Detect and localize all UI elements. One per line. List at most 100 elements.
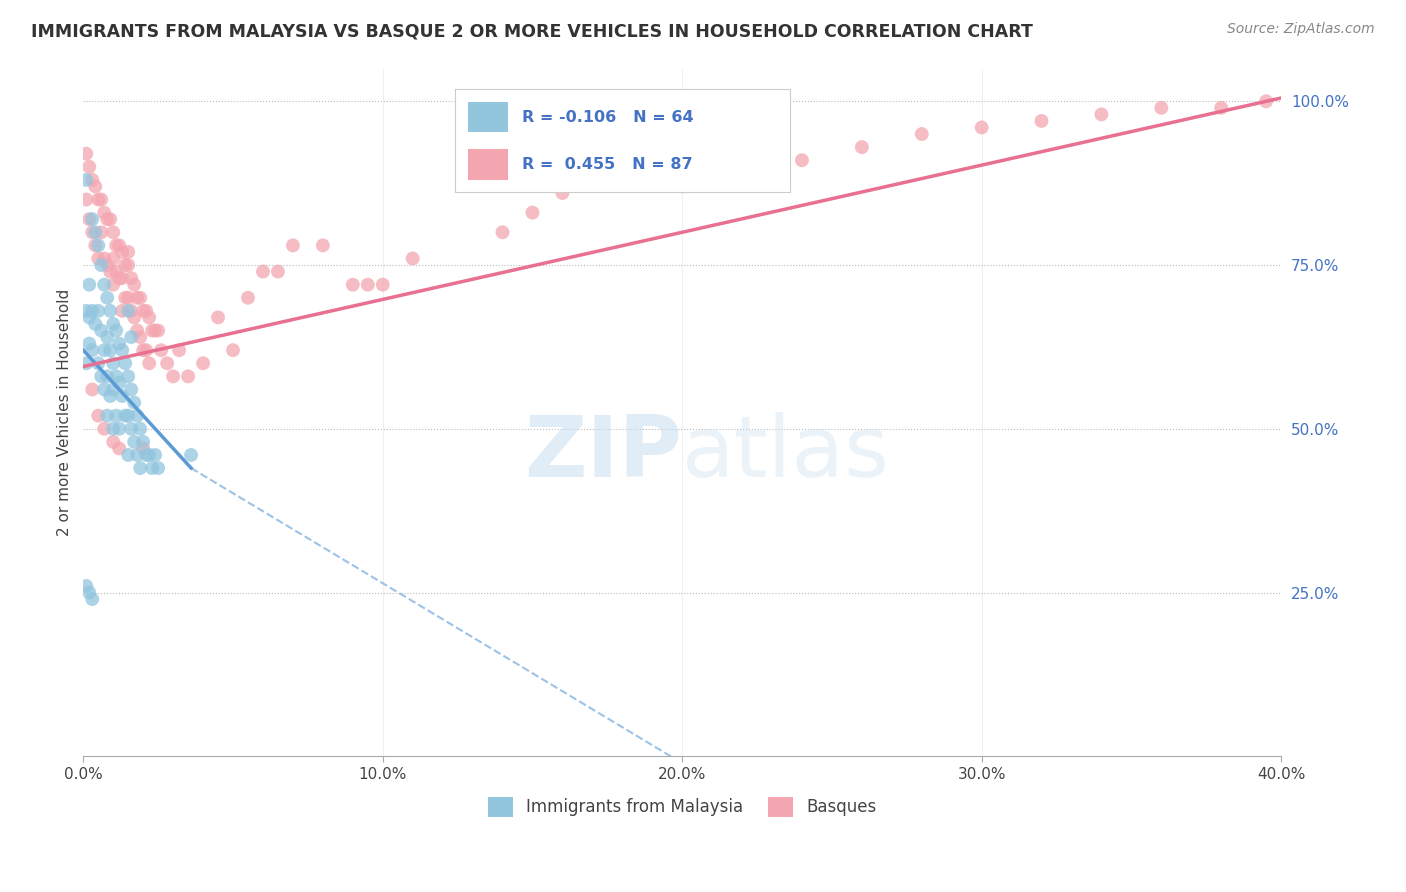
Point — [146, 461, 169, 475]
Point — [281, 238, 304, 252]
Legend: Immigrants from Malaysia, Basques: Immigrants from Malaysia, Basques — [481, 790, 883, 823]
Point — [93, 383, 115, 397]
Point — [103, 356, 125, 370]
Point — [108, 271, 131, 285]
Point — [98, 264, 121, 278]
Point — [87, 193, 110, 207]
Point — [120, 304, 142, 318]
Point — [122, 395, 145, 409]
Point — [120, 383, 142, 397]
Point — [122, 277, 145, 292]
Point — [87, 238, 110, 252]
Point — [143, 448, 166, 462]
Point — [122, 310, 145, 325]
Point — [120, 422, 142, 436]
Point — [96, 291, 118, 305]
Point — [267, 264, 290, 278]
Point — [551, 186, 574, 200]
Point — [103, 277, 125, 292]
Point — [103, 383, 125, 397]
Point — [108, 336, 131, 351]
Point — [970, 120, 993, 135]
Point — [103, 317, 125, 331]
Point — [312, 238, 335, 252]
Point — [90, 369, 112, 384]
Point — [132, 343, 155, 358]
Point — [180, 448, 202, 462]
Text: Source: ZipAtlas.com: Source: ZipAtlas.com — [1227, 22, 1375, 37]
Point — [117, 448, 139, 462]
Point — [132, 434, 155, 449]
Point — [167, 343, 190, 358]
Point — [103, 434, 125, 449]
Point — [84, 317, 107, 331]
Text: IMMIGRANTS FROM MALAYSIA VS BASQUE 2 OR MORE VEHICLES IN HOUSEHOLD CORRELATION C: IMMIGRANTS FROM MALAYSIA VS BASQUE 2 OR … — [31, 22, 1033, 40]
Point — [127, 291, 149, 305]
Point — [96, 369, 118, 384]
Point — [75, 173, 97, 187]
Point — [141, 324, 163, 338]
Point — [77, 336, 100, 351]
Point — [87, 356, 110, 370]
Point — [105, 264, 128, 278]
Point — [82, 304, 104, 318]
Point — [82, 592, 104, 607]
Point — [96, 330, 118, 344]
Point — [790, 153, 813, 168]
Point — [93, 277, 115, 292]
Point — [82, 212, 104, 227]
Point — [82, 343, 104, 358]
Point — [491, 225, 513, 239]
Point — [146, 324, 169, 338]
Point — [129, 422, 152, 436]
Point — [77, 212, 100, 227]
Point — [96, 212, 118, 227]
Point — [105, 238, 128, 252]
Point — [162, 369, 184, 384]
Point — [342, 277, 364, 292]
Point — [117, 369, 139, 384]
Point — [114, 291, 136, 305]
Point — [87, 409, 110, 423]
Point — [1090, 107, 1112, 121]
Point — [108, 238, 131, 252]
Point — [114, 356, 136, 370]
Point — [357, 277, 380, 292]
Point — [75, 579, 97, 593]
Point — [135, 448, 157, 462]
Point — [75, 146, 97, 161]
Point — [1256, 95, 1278, 109]
Point — [122, 434, 145, 449]
Point — [1031, 114, 1053, 128]
Point — [77, 310, 100, 325]
Point — [138, 356, 160, 370]
Point — [98, 212, 121, 227]
Point — [93, 205, 115, 219]
Point — [129, 330, 152, 344]
Point — [103, 422, 125, 436]
Point — [117, 409, 139, 423]
Point — [87, 252, 110, 266]
Point — [111, 304, 134, 318]
Point — [127, 409, 149, 423]
Point — [120, 271, 142, 285]
Point — [105, 324, 128, 338]
Point — [138, 310, 160, 325]
Point — [138, 448, 160, 462]
Point — [98, 304, 121, 318]
Point — [105, 409, 128, 423]
Point — [1211, 101, 1233, 115]
Point — [402, 252, 425, 266]
Point — [82, 383, 104, 397]
Point — [103, 225, 125, 239]
Point — [371, 277, 394, 292]
Point — [82, 225, 104, 239]
Point — [77, 585, 100, 599]
Point — [77, 160, 100, 174]
Point — [111, 271, 134, 285]
Point — [111, 343, 134, 358]
Point — [731, 166, 754, 180]
Point — [90, 193, 112, 207]
Point — [75, 304, 97, 318]
Point — [90, 324, 112, 338]
